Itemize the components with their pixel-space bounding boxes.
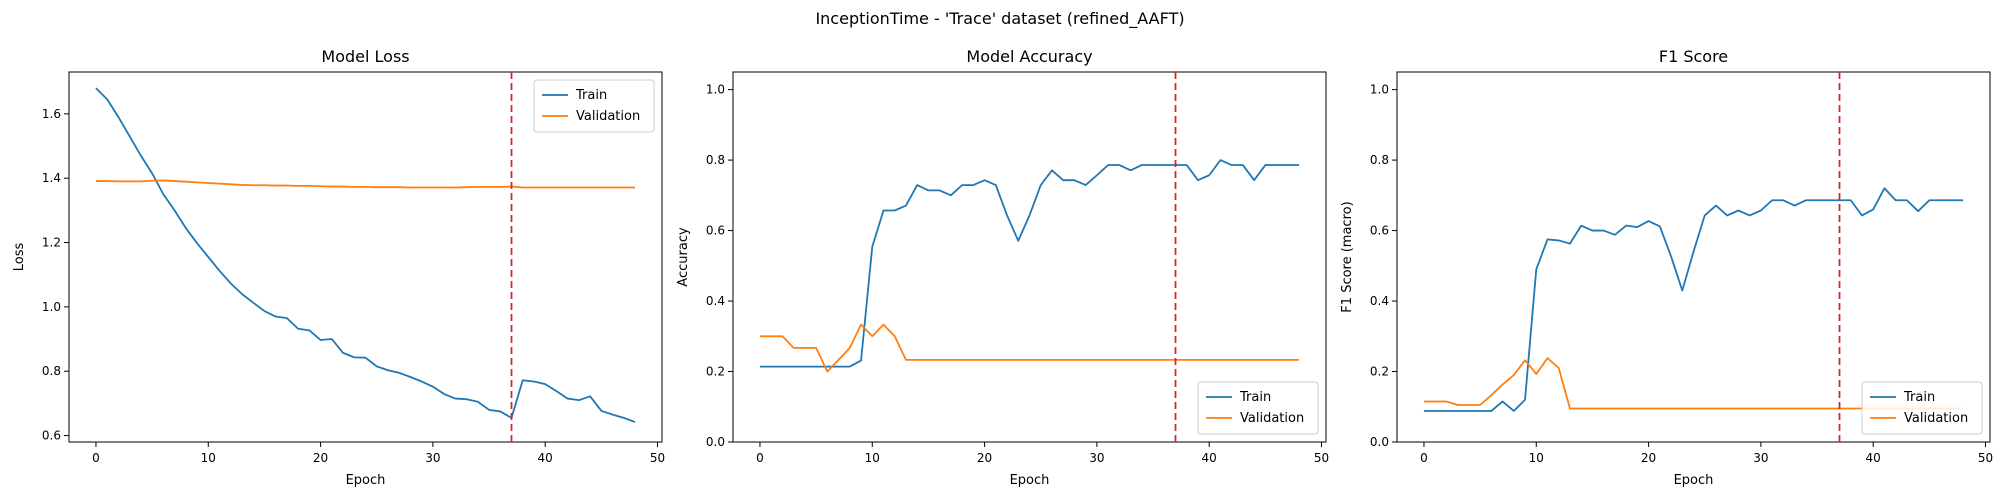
figure-suptitle: InceptionTime - 'Trace' dataset (refined… <box>815 9 1184 29</box>
x-tick-label: 40 <box>538 451 553 465</box>
legend-label-train: Train <box>1239 390 1271 405</box>
y-tick-label: 0.6 <box>1370 224 1389 238</box>
panel-f1-score: F1 Score Epoch F1 Score (macro) 0 10 20 30 4… <box>1340 47 1993 488</box>
x-tick-label: 40 <box>1866 451 1881 465</box>
axes-frame <box>1396 71 1991 443</box>
legend-box <box>1861 381 1983 435</box>
chart-title: Model Loss <box>321 47 409 66</box>
x-tick-label: 20 <box>977 451 992 465</box>
x-tick-label: 50 <box>1978 451 1993 465</box>
y-tick-label: 0.8 <box>706 153 725 167</box>
x-tick-label: 20 <box>313 451 328 465</box>
legend-label-validation: Validation <box>576 109 640 124</box>
chart-title: Model Accuracy <box>966 47 1092 66</box>
legend-box <box>533 79 655 133</box>
y-tick-label: 0.0 <box>1370 435 1389 449</box>
x-tick-label: 0 <box>92 451 100 465</box>
chart-marks: 0 10 20 30 40 50 0.0 0.2 0.4 0.6 0.8 1.0 <box>706 72 1329 465</box>
y-tick-label: 1.0 <box>706 83 725 97</box>
x-axis-label: Epoch <box>1010 473 1050 488</box>
legend: Train Validation <box>533 79 655 133</box>
y-tick-label: 1.4 <box>42 171 61 185</box>
y-tick-label: 0.2 <box>1370 365 1389 379</box>
y-axis-label: Loss <box>12 243 27 272</box>
x-tick-label: 10 <box>201 451 216 465</box>
x-tick-label: 0 <box>756 451 764 465</box>
x-tick-label: 50 <box>1314 451 1329 465</box>
y-tick-label: 1.2 <box>42 236 61 250</box>
legend-label-train: Train <box>1903 390 1935 405</box>
legend: Train Validation <box>1197 381 1319 435</box>
x-tick-label: 30 <box>1753 451 1768 465</box>
legend-label-train: Train <box>575 88 607 103</box>
chart-marks: 0 10 20 30 40 50 0.6 0.8 1.0 1.2 1.4 1.6 <box>42 72 665 465</box>
legend-label-validation: Validation <box>1904 411 1968 426</box>
legend: Train Validation <box>1861 381 1983 435</box>
axes-frame <box>732 71 1327 443</box>
y-tick-label: 0.4 <box>1370 294 1389 308</box>
panel-model-accuracy: Model Accuracy Epoch Accuracy 0 10 20 30 40 5… <box>676 47 1329 488</box>
x-tick-label: 30 <box>1089 451 1104 465</box>
y-tick-label: 0.6 <box>42 429 61 443</box>
x-tick-label: 10 <box>1529 451 1544 465</box>
series-line-train <box>95 87 636 423</box>
y-axis-label: Accuracy <box>676 227 691 287</box>
y-tick-label: 0.8 <box>42 364 61 378</box>
legend-box <box>1197 381 1319 435</box>
y-tick-label: 0.8 <box>1370 153 1389 167</box>
panel-model-loss: Model Loss Epoch Loss 0 10 20 30 40 50 0.6 0.8 1… <box>12 47 665 488</box>
legend-label-validation: Validation <box>1240 411 1304 426</box>
series-line-validation <box>95 179 636 189</box>
series-line-train <box>759 159 1300 368</box>
chart-title: F1 Score <box>1659 47 1728 66</box>
series-line-train <box>1423 187 1964 412</box>
y-tick-label: 0.2 <box>706 365 725 379</box>
y-tick-label: 1.0 <box>42 300 61 314</box>
y-tick-label: 1.6 <box>42 107 61 121</box>
y-tick-label: 0.6 <box>706 224 725 238</box>
y-axis-label: F1 Score (macro) <box>1340 201 1355 312</box>
series-line-validation <box>759 323 1300 373</box>
axes-frame <box>68 71 663 443</box>
x-tick-label: 20 <box>1641 451 1656 465</box>
x-axis-label: Epoch <box>1674 473 1714 488</box>
x-tick-label: 40 <box>1202 451 1217 465</box>
x-tick-label: 30 <box>425 451 440 465</box>
x-tick-label: 10 <box>865 451 880 465</box>
y-tick-label: 0.4 <box>706 294 725 308</box>
y-tick-label: 1.0 <box>1370 83 1389 97</box>
x-tick-label: 0 <box>1420 451 1428 465</box>
x-axis-label: Epoch <box>346 473 386 488</box>
x-tick-label: 50 <box>650 451 665 465</box>
y-tick-label: 0.0 <box>706 435 725 449</box>
